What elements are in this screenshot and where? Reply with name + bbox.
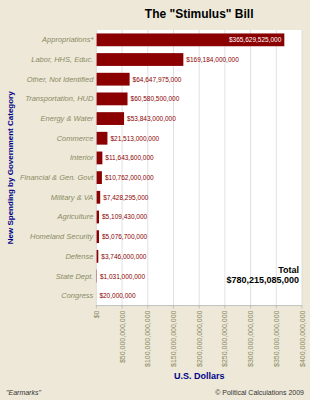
plot-area [96, 30, 302, 306]
category-label: Commerce [57, 134, 94, 143]
x-tick-label: $0 [93, 310, 100, 318]
bar [96, 112, 124, 125]
data-label: $169,184,000,000 [186, 56, 239, 63]
bar [96, 33, 284, 46]
x-tick-label: $350,000,000,000 [273, 310, 280, 367]
x-axis-line [96, 305, 302, 306]
grid-line [302, 30, 303, 306]
bar [96, 92, 127, 105]
category-label: Energy & Water [41, 114, 94, 123]
category-label: Financial & Gen. Govt [20, 173, 94, 182]
bar [96, 191, 100, 204]
bar [96, 152, 102, 165]
bar [96, 73, 129, 86]
x-tick-label: $50,000,000,000 [119, 310, 126, 363]
chart: The "Stimulus" Bill $0 $50,000,000,000 $100… [0, 0, 310, 400]
bar [96, 289, 97, 302]
x-tick [250, 306, 251, 309]
bar [96, 230, 99, 243]
background [0, 0, 310, 400]
category-label: Homeland Security [30, 232, 95, 241]
bar [96, 53, 183, 66]
category-label: Military & VA [51, 193, 94, 202]
x-tick-label: $250,000,000,000 [221, 310, 228, 367]
grid-line [122, 30, 123, 306]
grid-line [199, 30, 200, 306]
footer-left: "Earmarks" [6, 389, 41, 396]
grid-line [96, 30, 97, 306]
x-tick [276, 306, 277, 309]
x-tick [173, 306, 174, 309]
data-label: $60,580,500,000 [131, 95, 180, 102]
grid-line [147, 30, 148, 306]
category-label: Other, Not Identified [27, 75, 95, 84]
category-label: Defense [65, 252, 93, 261]
x-tick-label: $200,000,000,000 [196, 310, 203, 367]
bar [96, 132, 107, 145]
x-tick-label: $100,000,000,000 [144, 310, 151, 367]
data-label: $10,762,000,000 [105, 174, 154, 181]
category-label: State Dept. [56, 272, 94, 281]
total-annotation-line: $780,215,085,000 [226, 275, 299, 285]
bar [96, 211, 99, 224]
bar [96, 250, 98, 263]
category-label: Transportation, HUD [25, 94, 94, 103]
data-label: $64,647,975,000 [133, 76, 182, 83]
data-label: $53,843,000,000 [127, 115, 176, 122]
data-label: $365,629,525,000 [229, 36, 282, 43]
x-tick [96, 306, 97, 309]
category-label: Congress [61, 291, 93, 300]
category-label: Agriculture [57, 212, 94, 221]
category-label: Interior [70, 153, 94, 162]
data-label: $21,513,000,000 [110, 135, 159, 142]
x-tick [224, 306, 225, 309]
x-axis-label: U.S. Dollars [174, 371, 225, 381]
bar [96, 171, 102, 184]
bar [96, 270, 97, 283]
data-label: $11,643,600,000 [105, 154, 154, 161]
data-label: $20,000,000 [99, 292, 136, 299]
x-tick-label: $300,000,000,000 [247, 310, 254, 367]
grid-line [276, 30, 277, 306]
data-label: $7,428,295,000 [103, 194, 149, 201]
x-tick [302, 306, 303, 309]
category-label: Appropriations* [41, 35, 94, 44]
data-label: $5,109,430,000 [102, 213, 148, 220]
total-annotation: Total$780,215,085,000 [226, 265, 299, 286]
data-label: $1,031,000,000 [100, 273, 146, 280]
grid-line [173, 30, 174, 306]
x-tick [147, 306, 148, 309]
y-axis-label: New Spending by Government Category [6, 91, 15, 244]
category-label: Labor, HHS, Educ. [31, 55, 93, 64]
x-tick [199, 306, 200, 309]
title: The "Stimulus" Bill [145, 7, 254, 21]
total-annotation-line: Total [278, 265, 299, 275]
bars [96, 33, 284, 302]
x-tick [122, 306, 123, 309]
grid-line [250, 30, 251, 306]
data-label: $3,746,000,000 [101, 253, 147, 260]
footer-right: © Political Calculations 2009 [215, 389, 304, 396]
x-tick-label: $400,000,000,000 [299, 310, 306, 367]
data-label: $5,076,700,000 [102, 233, 148, 240]
grid-line [224, 30, 225, 306]
x-tick-label: $150,000,000,000 [170, 310, 177, 367]
